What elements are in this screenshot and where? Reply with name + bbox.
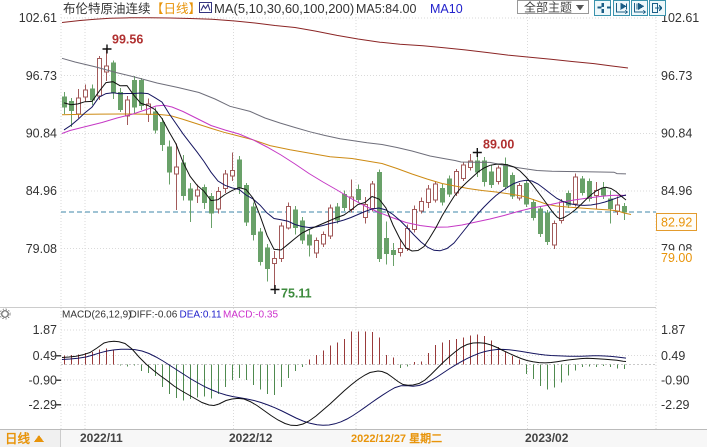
svg-text:-2.29: -2.29 xyxy=(661,398,690,412)
svg-text:MACD:-0.35: MACD:-0.35 xyxy=(223,310,278,321)
svg-text:MA(5,10,30,60,100,200): MA(5,10,30,60,100,200) xyxy=(214,1,354,16)
svg-text:89.00: 89.00 xyxy=(483,138,514,152)
svg-text:DIFF:-0.06: DIFF:-0.06 xyxy=(130,310,178,321)
svg-text:96.73: 96.73 xyxy=(661,69,692,83)
svg-text:DEA:0.11: DEA:0.11 xyxy=(180,310,222,321)
svg-text:102.61: 102.61 xyxy=(19,11,57,25)
svg-text:2022/11: 2022/11 xyxy=(80,431,123,445)
svg-text:-0.90: -0.90 xyxy=(29,373,58,387)
svg-text:1.87: 1.87 xyxy=(661,323,685,337)
svg-text:79.08: 79.08 xyxy=(26,242,57,256)
svg-text:82.92: 82.92 xyxy=(661,216,692,230)
svg-text:MA10: MA10 xyxy=(430,2,463,16)
svg-text:MA5:84.00: MA5:84.00 xyxy=(356,2,417,16)
svg-text:96.73: 96.73 xyxy=(26,69,57,83)
svg-text:1.87: 1.87 xyxy=(33,323,57,337)
svg-text:2023/02: 2023/02 xyxy=(525,431,569,445)
svg-text:【日线】: 【日线】 xyxy=(151,2,201,16)
svg-text:79.00: 79.00 xyxy=(661,251,692,265)
svg-text:布伦特原油连续: 布伦特原油连续 xyxy=(63,1,151,16)
svg-text:102.61: 102.61 xyxy=(661,11,699,25)
svg-text:84.96: 84.96 xyxy=(26,184,57,198)
svg-text:2022/12/27 星期二: 2022/12/27 星期二 xyxy=(351,431,442,445)
svg-text:日线: 日线 xyxy=(5,431,31,446)
svg-text:全部主题: 全部主题 xyxy=(524,0,572,15)
svg-text:90.84: 90.84 xyxy=(661,127,692,141)
svg-text:90.84: 90.84 xyxy=(26,127,57,141)
svg-text:-0.90: -0.90 xyxy=(661,373,690,387)
svg-text:0.49: 0.49 xyxy=(33,349,57,363)
svg-text:2022/12: 2022/12 xyxy=(229,431,273,445)
svg-text:99.56: 99.56 xyxy=(112,33,143,47)
svg-text:-2.29: -2.29 xyxy=(29,398,58,412)
svg-text:0.49: 0.49 xyxy=(661,349,685,363)
svg-text:84.96: 84.96 xyxy=(661,184,692,198)
svg-text:75.11: 75.11 xyxy=(281,287,312,301)
svg-text:MACD(26,12,9): MACD(26,12,9) xyxy=(62,310,131,321)
